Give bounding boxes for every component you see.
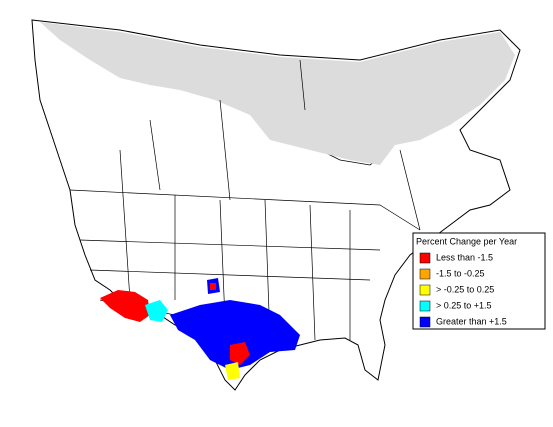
gray-region — [40, 22, 515, 165]
legend-swatch — [419, 300, 431, 312]
legend-box — [412, 232, 546, 330]
legend-label: > -0.25 to 0.25 — [436, 284, 494, 294]
legend-label: Greater than +1.5 — [436, 316, 507, 326]
region-blue — [170, 300, 300, 370]
legend-swatch — [419, 268, 431, 280]
legend-label: Less than -1.5 — [436, 252, 493, 262]
legend-swatch — [419, 252, 431, 264]
region-red-2 — [230, 342, 250, 365]
legend-swatch — [419, 316, 431, 328]
legend-label: -1.5 to -0.25 — [436, 268, 485, 278]
region-red-3 — [210, 283, 216, 290]
region-red — [100, 290, 150, 322]
legend: Percent Change per Year Less than -1.5 -1… — [412, 232, 546, 330]
trend-regions — [100, 278, 300, 380]
region-yellow — [225, 362, 240, 380]
legend-title: Percent Change per Year — [416, 236, 517, 246]
legend-label: > 0.25 to +1.5 — [436, 300, 492, 310]
legend-swatch — [419, 284, 431, 296]
region-cyan — [145, 300, 168, 322]
